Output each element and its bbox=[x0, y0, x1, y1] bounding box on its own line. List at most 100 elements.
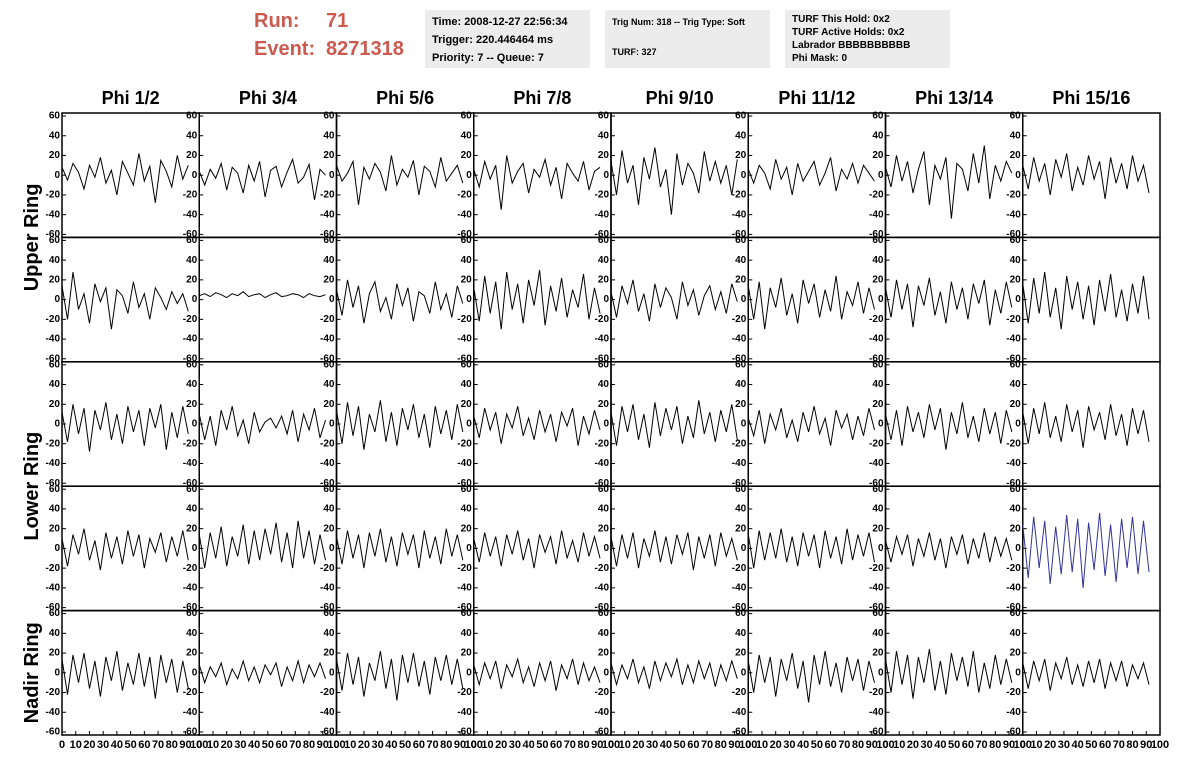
y-tick-label: 40 bbox=[735, 379, 747, 390]
y-tick-label: 0 bbox=[466, 170, 472, 181]
x-tick-label: 30 bbox=[1058, 739, 1070, 751]
y-tick-label: 20 bbox=[323, 648, 335, 659]
y-tick-label: 60 bbox=[1010, 608, 1022, 619]
y-tick-label: -60 bbox=[1006, 353, 1021, 364]
waveform bbox=[336, 528, 464, 569]
waveform bbox=[747, 157, 875, 195]
y-tick-label: 0 bbox=[603, 294, 609, 305]
waveform bbox=[336, 400, 464, 450]
y-tick-label: 0 bbox=[192, 543, 198, 554]
y-tick-label: 0 bbox=[54, 170, 60, 181]
x-tick-label: 70 bbox=[426, 739, 438, 751]
waveform bbox=[885, 402, 1013, 450]
y-tick-label: 20 bbox=[186, 275, 198, 286]
info-line: TURF: 327 bbox=[612, 47, 657, 57]
x-tick-label: 20 bbox=[770, 739, 782, 751]
waveform bbox=[610, 657, 738, 689]
y-tick-label: -20 bbox=[595, 438, 610, 449]
panel-frame bbox=[61, 112, 200, 239]
y-tick-label: 0 bbox=[329, 543, 335, 554]
y-tick-label: 40 bbox=[323, 130, 335, 141]
x-tick-label: 50 bbox=[399, 739, 411, 751]
y-tick-label: -20 bbox=[457, 687, 472, 698]
y-tick-label: -20 bbox=[46, 687, 61, 698]
x-tick-label: 70 bbox=[289, 739, 301, 751]
y-tick-label: 40 bbox=[598, 379, 610, 390]
y-tick-label: -20 bbox=[869, 190, 884, 201]
y-tick-label: 20 bbox=[735, 523, 747, 534]
panel-frame bbox=[198, 361, 338, 487]
x-tick-label: 0 bbox=[1020, 739, 1026, 751]
info-line: Trigger: 220.446464 ms bbox=[432, 34, 554, 46]
y-tick-label: 60 bbox=[872, 235, 884, 246]
x-tick-label: 30 bbox=[783, 739, 795, 751]
info-line: TURF Active Holds: 0x2 bbox=[792, 27, 905, 38]
x-tick-label: 60 bbox=[962, 739, 974, 751]
y-tick-label: -60 bbox=[595, 478, 610, 489]
y-tick-label: 60 bbox=[49, 235, 61, 246]
y-tick-label: 60 bbox=[323, 484, 335, 495]
y-tick-label: -60 bbox=[869, 478, 884, 489]
y-tick-label: 0 bbox=[1015, 667, 1021, 678]
y-tick-label: 0 bbox=[329, 667, 335, 678]
x-tick-label: 60 bbox=[550, 739, 562, 751]
y-tick-label: 60 bbox=[872, 111, 884, 122]
y-tick-label: -20 bbox=[183, 687, 198, 698]
y-tick-label: 20 bbox=[461, 523, 473, 534]
panel-frame bbox=[473, 361, 612, 487]
y-tick-label: -60 bbox=[457, 353, 472, 364]
y-tick-label: 40 bbox=[1010, 255, 1022, 266]
y-tick-label: -60 bbox=[869, 602, 884, 613]
x-tick-label: 100 bbox=[190, 739, 208, 751]
x-tick-label: 20 bbox=[1044, 739, 1056, 751]
waveform bbox=[473, 269, 601, 330]
y-tick-label: 0 bbox=[1015, 543, 1021, 554]
y-tick-label: -40 bbox=[183, 458, 198, 469]
x-tick-label: 0 bbox=[196, 739, 202, 751]
x-tick-label: 20 bbox=[83, 739, 95, 751]
info-line: Phi Mask: 0 bbox=[792, 53, 848, 64]
y-tick-label: -60 bbox=[46, 353, 61, 364]
x-tick-label: 20 bbox=[358, 739, 370, 751]
y-tick-label: 20 bbox=[323, 399, 335, 410]
y-tick-label: 20 bbox=[598, 275, 610, 286]
y-tick-label: 20 bbox=[49, 399, 61, 410]
column-title: Phi 9/10 bbox=[646, 88, 714, 108]
y-tick-label: -40 bbox=[183, 334, 198, 345]
y-tick-label: 0 bbox=[1015, 294, 1021, 305]
waveform bbox=[610, 530, 738, 571]
y-tick-label: 20 bbox=[49, 275, 61, 286]
x-tick-label: 100 bbox=[876, 739, 894, 751]
x-tick-label: 90 bbox=[1003, 739, 1015, 751]
y-tick-label: -40 bbox=[320, 583, 335, 594]
waveform bbox=[473, 406, 601, 446]
y-tick-label: -40 bbox=[183, 209, 198, 220]
y-tick-label: 20 bbox=[872, 399, 884, 410]
waveform bbox=[1022, 153, 1150, 199]
y-tick-label: -40 bbox=[320, 458, 335, 469]
y-tick-label: -20 bbox=[457, 190, 472, 201]
y-tick-label: -60 bbox=[183, 478, 198, 489]
x-tick-label: 60 bbox=[1099, 739, 1111, 751]
y-tick-label: 40 bbox=[461, 504, 473, 515]
y-tick-label: -40 bbox=[457, 209, 472, 220]
waveform bbox=[198, 157, 326, 200]
y-tick-label: 40 bbox=[598, 130, 610, 141]
y-tick-label: -60 bbox=[183, 727, 198, 738]
y-tick-label: -60 bbox=[732, 478, 747, 489]
x-tick-label: 70 bbox=[1113, 739, 1125, 751]
x-tick-label: 90 bbox=[1140, 739, 1152, 751]
ring-label: Lower Ring bbox=[21, 432, 43, 541]
y-tick-label: -40 bbox=[869, 458, 884, 469]
y-tick-label: -20 bbox=[1006, 438, 1021, 449]
y-tick-label: 40 bbox=[1010, 504, 1022, 515]
x-tick-label: 60 bbox=[413, 739, 425, 751]
column-title: Phi 11/12 bbox=[778, 88, 855, 108]
waveform bbox=[1022, 656, 1150, 691]
info-line: Time: 2008-12-27 22:56:34 bbox=[432, 16, 568, 28]
y-tick-label: 0 bbox=[54, 667, 60, 678]
y-tick-label: 60 bbox=[872, 608, 884, 619]
column-title: Phi 7/8 bbox=[513, 88, 571, 108]
y-tick-label: 60 bbox=[735, 359, 747, 370]
x-tick-label: 30 bbox=[921, 739, 933, 751]
